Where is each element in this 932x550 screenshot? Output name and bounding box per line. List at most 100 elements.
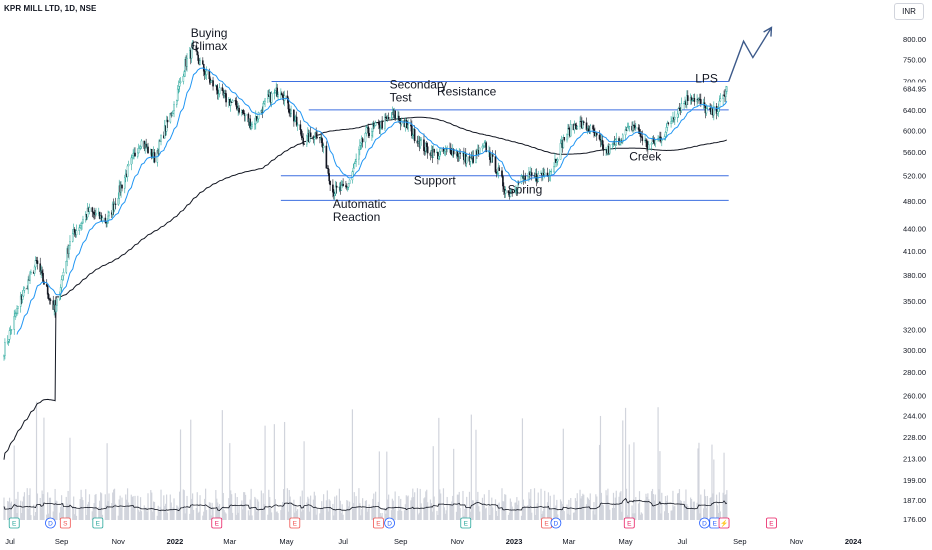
volume-bar [438,417,440,520]
currency-button[interactable]: INR [894,3,924,20]
candle-body [138,147,141,149]
candle-body [501,170,503,177]
price-tick-label: 520.00 [903,172,926,181]
volume-bar [130,494,132,520]
volume-bar [225,513,227,520]
volume-bar [166,512,169,520]
volume-bar [664,496,667,520]
volume-bar [192,509,195,520]
volume-bar [62,503,65,520]
level-lines [271,81,729,201]
candle-body [88,207,91,212]
candle-body [665,127,668,133]
candle-body [145,143,147,149]
volume-bar [262,493,264,520]
candle-body [667,122,670,124]
volume-bar [55,500,57,520]
volume-bar [267,514,269,520]
volume-bar [703,508,705,520]
candle-body [722,94,724,99]
volume-bar [184,513,186,520]
candle-body [546,172,549,176]
candle-body [166,119,169,123]
volume-bar [268,489,270,520]
volume-bar [349,501,351,520]
candle-body [36,260,39,264]
candle-body [573,123,576,131]
candle-body [443,150,446,153]
time-tick-label: Nov [112,537,126,546]
volume-bar [216,498,218,520]
volume-bar [713,459,715,520]
candle-body [328,173,330,182]
annotation-label: Spring [508,182,543,196]
candle-body [179,81,182,83]
volume-bar [208,502,210,520]
candle-body [496,173,499,175]
price-tick-label: 560.00 [903,148,926,157]
volume-bar [59,512,61,520]
volume-bar [592,510,594,520]
volume-bar [722,492,724,520]
volume-bar [620,491,622,520]
volume-bar [134,495,136,520]
candle-body [384,116,386,129]
volume-bar [4,506,6,520]
candle-body [277,94,279,97]
volume-bar [202,515,204,520]
volume-bar [426,489,428,520]
volume-bar [423,498,425,520]
volume-bar [250,488,252,520]
volume-bar [145,507,147,520]
volume-bar [495,510,498,520]
candle-body [321,142,324,148]
candle-body [10,329,13,331]
volume-bar [204,498,206,520]
candle-body [171,113,173,116]
volume-bar [724,494,726,520]
volume-bar [416,488,419,520]
candle-body [530,172,533,176]
volume-bar [627,502,629,520]
volume-bar [476,499,478,520]
volume-bar [309,511,311,520]
volume-bar [156,515,158,520]
volume-bar [22,496,25,520]
volume-bar [520,515,523,520]
arrow-head [763,26,773,37]
volume-bar [27,508,29,520]
volume-bar [608,504,610,520]
candle-body [270,93,273,103]
volume-bar [446,496,448,520]
candle-body [98,211,101,219]
candle-body [621,134,624,143]
candle-body [7,339,10,342]
candle-body [563,137,566,141]
volume-bar [687,505,689,520]
volume-bar [635,497,637,520]
volume-bar [392,500,394,520]
candle-body [345,185,347,187]
price-tick-label: 280.00 [903,368,926,377]
volume-bar [92,507,94,520]
volume-bar [46,514,48,520]
volume-bar [270,507,272,520]
volume-bar [210,515,212,520]
volume-bar [140,511,143,520]
candle-body [173,104,175,112]
candle-body [664,132,667,137]
candle-body [140,140,143,147]
volume-bar [718,492,721,520]
candle-body [95,213,97,215]
volume-bar [139,511,141,520]
volume-bar [555,505,557,520]
price-tick-label: 199.00 [903,476,926,485]
candle-body [21,295,24,300]
volume-bar [332,503,334,520]
candle-body [491,154,494,157]
candle-body [725,91,727,97]
volume-bar [573,512,576,520]
volume-bar [400,498,402,520]
volume-bar [666,495,668,520]
